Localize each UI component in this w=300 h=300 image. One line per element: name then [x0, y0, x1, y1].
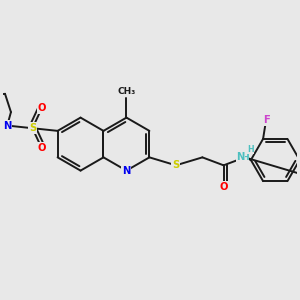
Text: S: S [172, 160, 179, 170]
Text: F: F [262, 115, 269, 125]
Text: O: O [219, 182, 228, 191]
Text: O: O [38, 143, 46, 153]
Text: O: O [38, 103, 46, 113]
Text: H: H [247, 145, 253, 154]
Text: N: N [3, 121, 11, 130]
Text: CH₃: CH₃ [117, 87, 136, 96]
Text: N: N [236, 152, 244, 162]
Text: N: N [122, 166, 130, 176]
Text: S: S [29, 123, 36, 133]
Text: H: H [241, 153, 249, 162]
